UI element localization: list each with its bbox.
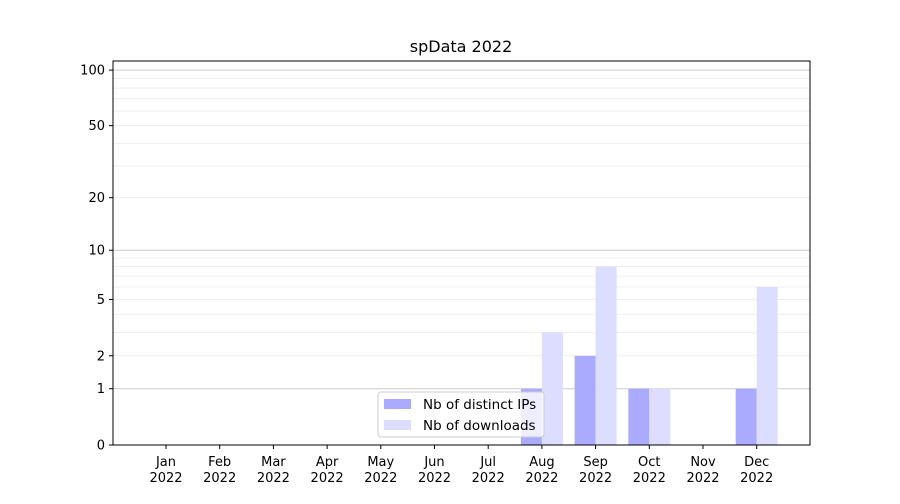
y-tick-label: 2 xyxy=(97,349,105,364)
chart-title: spData 2022 xyxy=(410,37,513,56)
y-tick-label: 50 xyxy=(88,119,105,134)
x-tick-label: Dec 2022 xyxy=(740,455,773,486)
bar-downloads xyxy=(595,266,617,445)
legend-label-ips: Nb of distinct IPs xyxy=(423,397,536,413)
legend: Nb of distinct IPs Nb of downloads xyxy=(377,391,545,438)
bar-downloads xyxy=(541,332,563,445)
plot-frame xyxy=(112,60,811,446)
legend-swatch-downloads xyxy=(384,420,411,430)
y-tick-label: 10 xyxy=(88,244,105,259)
grid xyxy=(113,69,810,390)
y-axis: 0 1 2 5 10 20 50 100 xyxy=(80,64,113,454)
x-tick-label: Jan 2022 xyxy=(149,455,182,486)
y-tick-label: 100 xyxy=(80,64,105,79)
y-tick-label: 0 xyxy=(97,439,105,454)
x-tick-label: Nov 2022 xyxy=(686,455,719,486)
x-axis: Jan 2022 Feb 2022 Mar 2022 Apr 2022 May 2022 Jun 20… xyxy=(149,445,773,486)
bar-distinct-ips xyxy=(628,388,650,445)
x-tick-label: Feb 2022 xyxy=(203,455,236,486)
x-tick-label: Oct 2022 xyxy=(633,455,666,486)
y-tick-label: 1 xyxy=(97,382,105,397)
x-tick-label: May 2022 xyxy=(364,455,397,486)
x-tick-label: Mar 2022 xyxy=(257,455,290,486)
x-tick-label: Jun 2022 xyxy=(418,455,451,486)
bars xyxy=(520,266,778,445)
legend-label-downloads: Nb of downloads xyxy=(423,418,536,434)
bar-downloads xyxy=(649,388,671,445)
bar-distinct-ips xyxy=(735,388,757,445)
legend-box xyxy=(377,391,545,438)
y-tick-label: 20 xyxy=(88,191,105,206)
bar-distinct-ips xyxy=(574,355,596,445)
x-tick-label: Jul 2022 xyxy=(472,455,505,486)
y-tick-label: 5 xyxy=(97,293,105,308)
x-tick-label: Apr 2022 xyxy=(311,455,344,486)
legend-swatch-ips xyxy=(384,399,411,409)
bar-downloads xyxy=(756,286,778,445)
x-tick-label: Sep 2022 xyxy=(579,455,612,486)
x-tick-label: Aug 2022 xyxy=(525,455,558,486)
